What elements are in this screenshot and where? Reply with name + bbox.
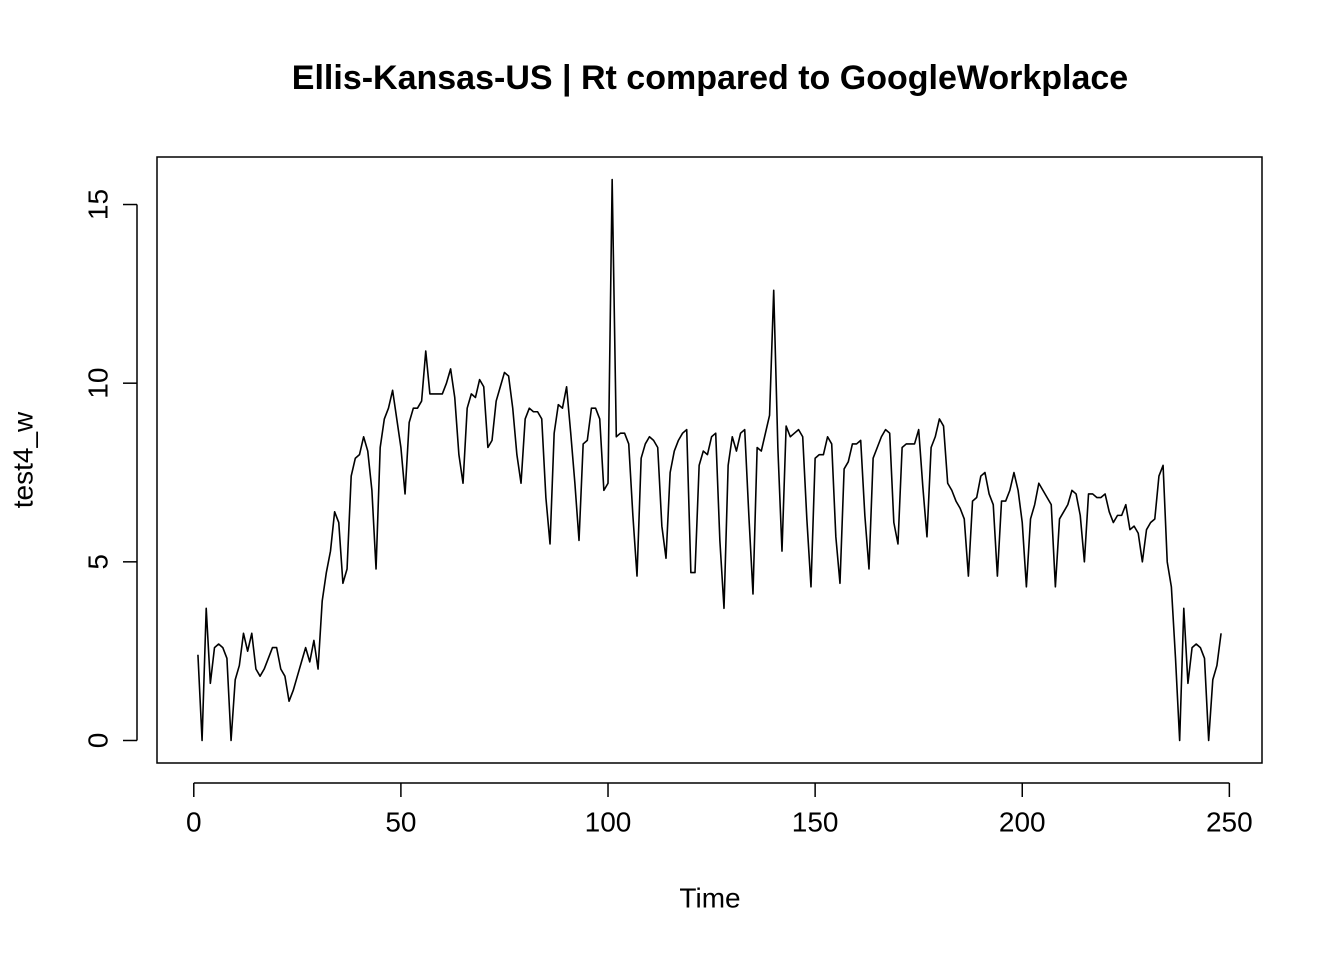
x-tick-label: 100 [585, 806, 632, 837]
x-tick-label: 50 [385, 806, 416, 837]
x-tick-label: 250 [1206, 806, 1253, 837]
y-tick-label: 0 [82, 733, 113, 749]
data-line [197, 178, 1222, 742]
y-tick-label: 5 [82, 554, 113, 570]
x-tick-label: 150 [792, 806, 839, 837]
y-axis-label: test4_w [7, 411, 38, 508]
y-tick-label: 15 [82, 189, 113, 220]
chart-title: Ellis-Kansas-US | Rt compared to GoogleW… [292, 59, 1128, 97]
x-tick-label: 0 [186, 806, 202, 837]
x-axis-label: Time [679, 882, 740, 913]
plot-box [156, 156, 1263, 764]
y-tick-label: 10 [82, 368, 113, 399]
x-tick-label: 200 [999, 806, 1046, 837]
